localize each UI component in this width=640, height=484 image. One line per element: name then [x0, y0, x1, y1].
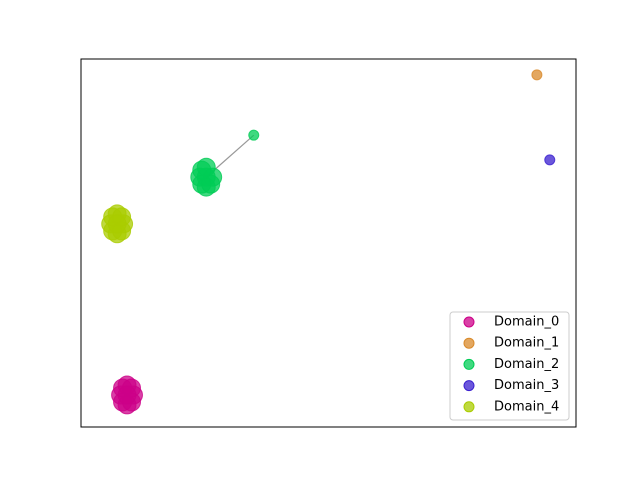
legend-label: Domain_2: [494, 357, 559, 372]
point: [201, 174, 221, 194]
legend-marker: [463, 401, 475, 413]
point: [192, 160, 212, 180]
point: [544, 154, 556, 166]
legend-label: Domain_3: [494, 378, 559, 393]
plot-frame: [80, 58, 577, 428]
legend-box: [449, 311, 570, 421]
point: [107, 214, 127, 234]
point: [531, 69, 543, 81]
legend-marker: [463, 337, 475, 349]
legend-marker: [463, 358, 475, 370]
point: [117, 385, 137, 405]
legend-label: Domain_4: [494, 399, 559, 414]
legend-label: Domain_1: [494, 336, 559, 351]
legend-marker: [463, 380, 475, 392]
point: [248, 129, 260, 141]
legend-marker: [463, 316, 475, 328]
legend-label: Domain_0: [494, 315, 559, 330]
